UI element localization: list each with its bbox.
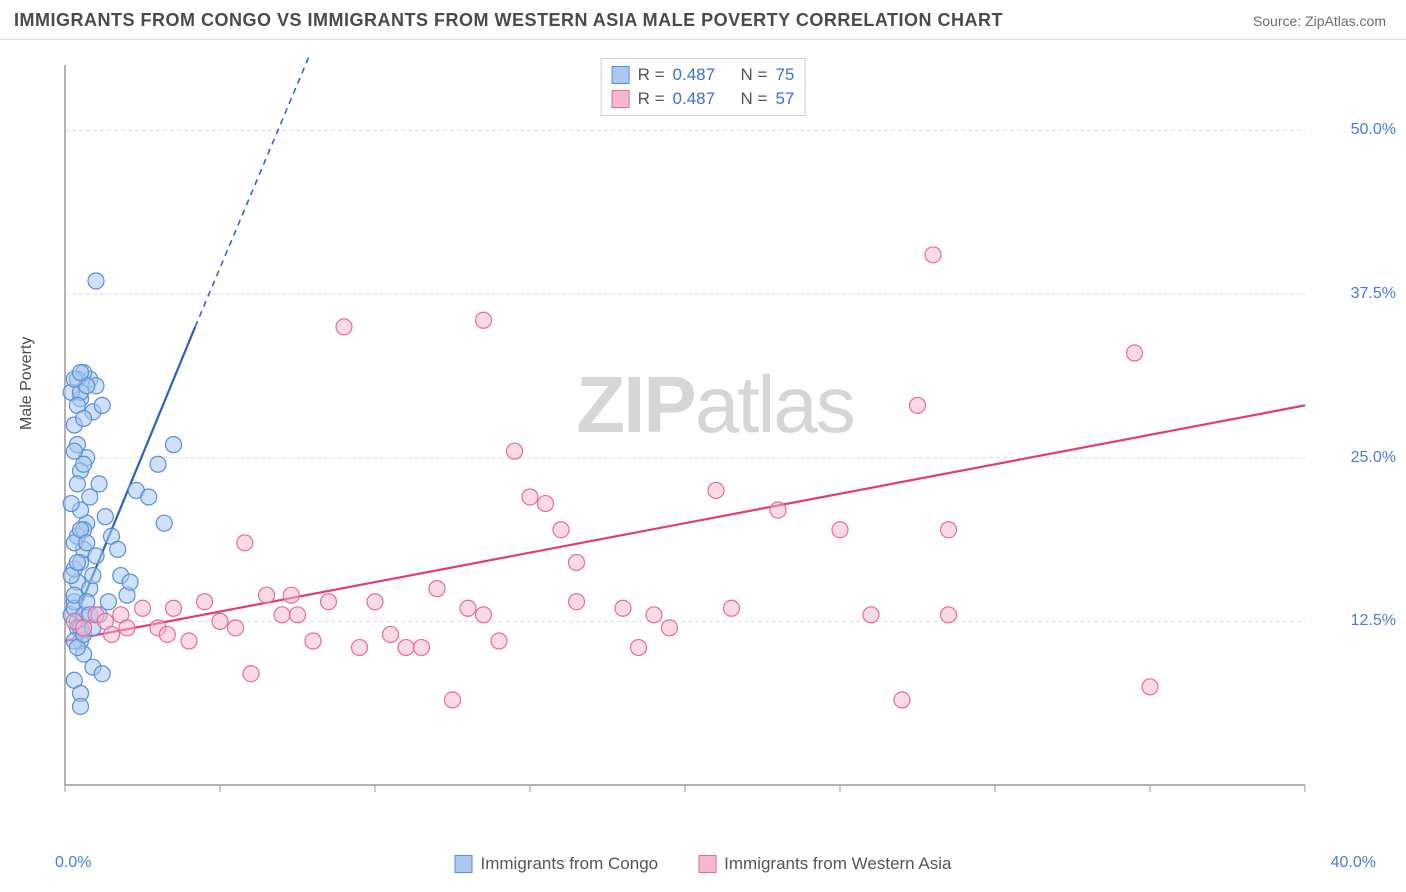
y-axis-label: Male Poverty: [18, 337, 36, 430]
chart-title: IMMIGRANTS FROM CONGO VS IMMIGRANTS FROM…: [14, 10, 1003, 31]
legend-label: Immigrants from Western Asia: [724, 854, 951, 874]
n-label: N =: [741, 65, 768, 85]
n-value: 75: [775, 65, 794, 85]
chart-header: IMMIGRANTS FROM CONGO VS IMMIGRANTS FROM…: [0, 0, 1406, 40]
chart-area: ZIPatlas: [55, 55, 1375, 815]
legend-item: Immigrants from Congo: [455, 854, 659, 874]
legend-row: R = 0.487 N = 75: [612, 63, 795, 87]
series-legend: Immigrants from Congo Immigrants from Wes…: [455, 854, 952, 874]
y-tick: 37.5%: [1351, 285, 1396, 303]
r-value: 0.487: [673, 89, 716, 109]
r-label: R =: [638, 89, 665, 109]
x-tick-min: 0.0%: [55, 854, 91, 872]
legend-swatch: [612, 66, 630, 84]
legend-swatch: [698, 855, 716, 873]
scatter-plot: [55, 55, 1375, 815]
n-label: N =: [741, 89, 768, 109]
y-tick: 12.5%: [1351, 612, 1396, 630]
y-tick: 25.0%: [1351, 449, 1396, 467]
legend-label: Immigrants from Congo: [481, 854, 659, 874]
legend-swatch: [612, 90, 630, 108]
n-value: 57: [775, 89, 794, 109]
legend-item: Immigrants from Western Asia: [698, 854, 951, 874]
legend-swatch: [455, 855, 473, 873]
x-tick-max: 40.0%: [1331, 854, 1376, 872]
r-label: R =: [638, 65, 665, 85]
legend-row: R = 0.487 N = 57: [612, 87, 795, 111]
chart-source: Source: ZipAtlas.com: [1253, 13, 1386, 29]
r-value: 0.487: [673, 65, 716, 85]
correlation-legend: R = 0.487 N = 75 R = 0.487 N = 57: [601, 58, 806, 116]
y-tick: 50.0%: [1351, 121, 1396, 139]
